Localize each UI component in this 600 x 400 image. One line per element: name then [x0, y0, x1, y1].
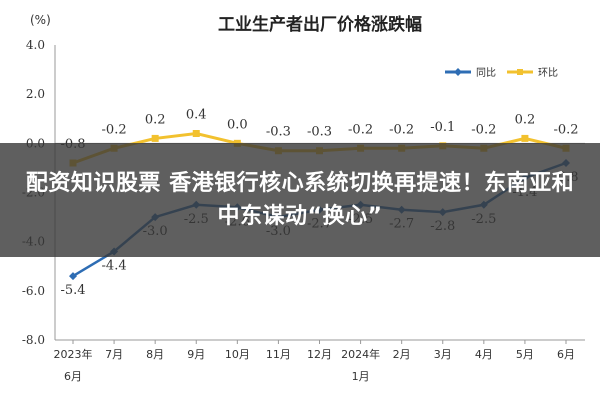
x-tick-label: 12月: [307, 348, 332, 361]
x-tick-label: 7月: [105, 348, 123, 361]
data-label: 0.2: [145, 112, 166, 127]
x-tick-label: 2月: [393, 348, 411, 361]
data-label: -0.3: [266, 125, 291, 140]
data-point: [521, 134, 529, 142]
x-tick-label: 6月: [557, 348, 575, 361]
data-point: [151, 134, 159, 142]
y-tick-label: 4.0: [26, 38, 45, 52]
x-tick-label: 9月: [187, 348, 205, 361]
data-label: -4.4: [102, 259, 127, 274]
x-tick-label: 11月: [266, 348, 291, 361]
y-tick-label: 2.0: [26, 87, 45, 101]
data-point: [192, 130, 200, 137]
y-tick-label: -6.0: [22, 284, 45, 298]
data-label: -0.1: [430, 120, 455, 135]
legend-label: 同比: [476, 67, 496, 79]
x-tick-label: 3月: [434, 348, 452, 361]
data-point: [69, 272, 77, 281]
data-label: -0.2: [553, 122, 578, 137]
chart-title: 工业生产者出厂价格涨跌幅: [218, 14, 422, 35]
x-tick-label: 2023年: [54, 347, 93, 361]
y-tick-label: -8.0: [22, 333, 45, 347]
x-tick-label: 8月: [146, 348, 164, 361]
data-label: -0.3: [307, 125, 332, 140]
data-label: 0.0: [227, 117, 248, 132]
x-tick-label: 5月: [516, 348, 534, 361]
data-label: -0.2: [102, 122, 127, 137]
x-tick-label: 1月: [352, 370, 370, 383]
data-label: -5.4: [60, 283, 85, 298]
x-tick-label: 6月: [64, 370, 82, 383]
legend: 同比 环比: [445, 67, 558, 79]
data-label: -0.2: [471, 122, 496, 137]
legend-marker: [454, 68, 462, 76]
unit-label: (%): [30, 13, 51, 27]
x-tick-label: 10月: [225, 348, 250, 361]
x-tick-label: 2024年: [341, 347, 380, 361]
data-label: 0.2: [515, 112, 536, 127]
headline-banner: 配资知识股票 香港银行核心系统切换再提速！东南亚和中东谋动“换心”: [0, 143, 600, 257]
data-label: -0.2: [389, 122, 414, 137]
legend-marker: [517, 69, 523, 75]
data-label: 0.4: [186, 108, 207, 123]
headline-text: 配资知识股票 香港银行核心系统切换再提速！东南亚和中东谋动“换心”: [25, 171, 575, 229]
legend-label: 环比: [538, 67, 558, 79]
x-tick-label: 4月: [475, 348, 493, 361]
data-label: -0.2: [348, 122, 373, 137]
